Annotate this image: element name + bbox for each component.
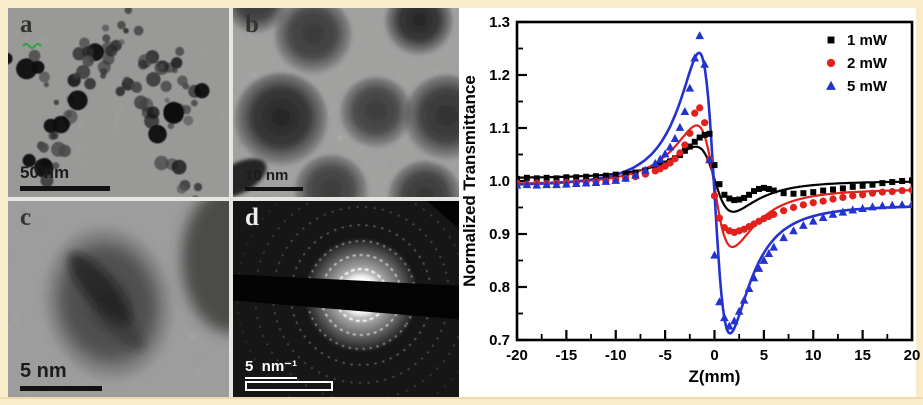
series-markers-5mW [517,31,912,330]
scale-bar-c-label: 5 nm [20,360,67,382]
y-tick-label: 1.2 [489,67,510,84]
legend-marker-2mW [826,58,836,68]
z-scan-plot: -20 -15 -10 -5 0 5 10 15 20 0.7 0.8 0.9 1.0 1.1 1.2 1.3… [460,14,920,386]
tem-image-a [8,8,229,197]
series-markers-2mW [517,104,912,237]
x-tick-label: 20 [904,347,921,364]
panel-label-c: c [20,204,32,231]
tem-image-b [233,8,459,197]
legend-label: 5 mW [847,78,888,95]
tem-panel-grid: a 50 nm b 10 nm c 5 nm [8,8,459,397]
panel-label-d: d [245,204,259,231]
tem-panel-b: b 10 nm [233,8,459,197]
legend-label: 1 mW [847,32,888,49]
scale-bar-d: 5 nm⁻¹ [245,357,333,391]
green-annotation-mark [22,43,42,49]
diffraction-image-d [233,201,459,397]
scale-bar-b-rule [245,187,303,191]
axis-ticks: -20 -15 -10 -5 0 5 10 15 20 0.7 0.8 0.9 1.0 1.1 1.2 1.3 [489,14,920,364]
scale-bar-c: 5 nm [20,360,102,391]
legend-marker-5mW [826,80,836,90]
x-tick-label: 10 [805,347,822,364]
scale-bar-a-label: 50 nm [20,163,70,182]
corner-shadow [427,201,459,229]
x-tick-label: 15 [854,347,871,364]
y-tick-label: 0.9 [489,226,510,243]
x-tick-label: 5 [760,347,768,364]
bottom-border-line [0,397,923,399]
scale-bar-a-rule [20,186,110,191]
y-tick-label: 0.8 [489,279,510,296]
x-tick-label: -10 [605,347,627,364]
z-scan-chart: -20 -15 -10 -5 0 5 10 15 20 0.7 0.8 0.9 1.0 1.1 1.2 1.3… [459,8,920,397]
x-tick-label: -15 [556,347,578,364]
x-tick-label: 0 [710,347,718,364]
edge-particle [182,201,229,333]
x-tick-label: -20 [506,347,528,364]
tem-panel-a: a 50 nm [8,8,229,197]
x-axis-title: Z(mm) [689,367,741,386]
scale-bar-d-label: 5 nm⁻¹ [245,357,298,379]
legend: 1 mW 2 mW 5 mW [826,32,888,95]
scale-bar-d-rule [245,381,333,391]
y-tick-label: 0.7 [489,332,510,349]
saed-panel-d: d 5 nm⁻¹ [233,201,459,397]
y-tick-label: 1.0 [489,173,510,190]
tem-image-c [8,201,229,397]
x-tick-label: -5 [658,347,671,364]
y-tick-label: 1.3 [489,14,510,31]
legend-marker-1mW [827,36,835,44]
panel-label-b: b [245,11,259,38]
scale-bar-b: 10 nm [245,167,303,191]
series-line-5mW [517,51,912,335]
tem-panel-c: c 5 nm [8,201,229,397]
scale-bar-a: 50 nm [20,163,110,191]
y-tick-label: 1.1 [489,120,510,137]
legend-label: 2 mW [847,55,888,72]
scale-bar-c-rule [20,386,102,391]
panel-label-a: a [20,11,33,38]
y-axis-title: Normalized Transmittance [460,75,479,287]
beam-stop-bar [233,274,459,320]
nanoparticles [233,8,459,197]
nanoparticles [8,8,210,197]
data-markers [517,31,912,330]
scale-bar-b-label: 10 nm [245,167,289,184]
